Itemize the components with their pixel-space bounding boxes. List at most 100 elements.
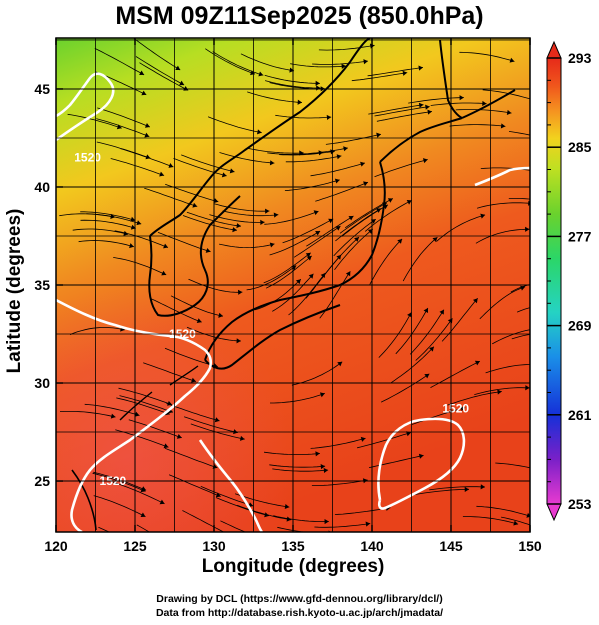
- colorbar-ticks: 253 261 269 277 285 293: [547, 50, 592, 512]
- streamline: [290, 63, 346, 68]
- streamline: [173, 158, 227, 177]
- streamline-arrow: [308, 273, 314, 279]
- streamline-arrow: [472, 298, 478, 304]
- streamline-arrow: [525, 226, 530, 232]
- streamline: [306, 215, 354, 247]
- streamline-arrow: [336, 154, 342, 160]
- streamline: [311, 479, 368, 486]
- streamline-arrow: [464, 486, 470, 492]
- y-tick-label: 45: [34, 81, 50, 97]
- x-tick-label: 145: [439, 538, 463, 554]
- streamline: [369, 238, 403, 285]
- streamline-arrow: [196, 318, 202, 324]
- streamline: [80, 211, 136, 221]
- streamline: [441, 298, 479, 342]
- streamline-arrow: [513, 520, 519, 526]
- streamline-arrow: [360, 436, 366, 442]
- streamline: [166, 403, 220, 422]
- colorbar-tick-label: 293: [568, 50, 592, 66]
- streamline: [135, 56, 185, 86]
- streamline: [263, 252, 311, 284]
- y-axis-label: Latitude (degrees): [4, 208, 25, 374]
- streamline: [110, 158, 165, 176]
- streamline-arrow: [324, 518, 329, 525]
- streamline: [270, 392, 325, 404]
- streamline: [334, 228, 374, 270]
- streamline: [150, 298, 202, 323]
- streamline-arrow: [140, 512, 146, 518]
- streamline-arrow: [407, 312, 412, 318]
- streamline: [240, 53, 295, 72]
- streamline: [368, 104, 424, 115]
- streamline-arrow: [319, 392, 325, 398]
- streamline-arrow: [406, 200, 412, 205]
- streamline: [139, 62, 189, 91]
- streamline: [415, 318, 453, 361]
- streamline-arrow: [345, 271, 351, 277]
- streamline: [183, 416, 238, 433]
- streamline: [112, 481, 165, 505]
- streamline-arrow: [260, 219, 265, 225]
- colorbar-top-arrow: [546, 40, 562, 59]
- credit-dcl: Drawing by DCL (https://www.gfd-dennou.o…: [156, 593, 443, 605]
- streamline-arrow: [129, 243, 134, 249]
- streamline-arrow: [232, 227, 237, 233]
- streamline: [59, 411, 116, 418]
- streamline-arrow: [145, 154, 151, 160]
- streamline: [69, 327, 125, 335]
- streamline-arrow: [459, 95, 464, 101]
- streamline-arrow: [267, 538, 272, 543]
- streamline-arrow: [549, 531, 554, 536]
- streamline: [495, 462, 530, 469]
- streamline: [93, 471, 147, 491]
- streamline-arrow: [320, 463, 326, 470]
- streamline-arrow: [134, 411, 140, 417]
- streamline-arrow: [236, 338, 241, 344]
- streamline-arrow: [164, 410, 170, 416]
- streamline-arrow: [360, 161, 365, 167]
- streamline-arrow: [136, 220, 142, 226]
- streamline-arrow: [159, 171, 165, 177]
- contour-label: 1520: [442, 401, 469, 415]
- streamline: [212, 51, 264, 76]
- streamline: [267, 151, 324, 155]
- streamline-arrow: [520, 285, 526, 291]
- streamline-arrow: [365, 521, 371, 527]
- streamline: [475, 228, 530, 244]
- streamline-arrow: [306, 255, 312, 261]
- streamline: [186, 326, 241, 342]
- streamline-arrow: [427, 109, 432, 115]
- streamline: [128, 419, 182, 439]
- streamline: [380, 373, 430, 403]
- streamline-arrow: [422, 158, 428, 164]
- streamline: [310, 162, 366, 177]
- streamline: [247, 147, 304, 154]
- streamline: [168, 474, 221, 497]
- streamline: [84, 403, 140, 416]
- streamline-arrow: [343, 146, 348, 152]
- y-tick-label: 25: [34, 473, 50, 489]
- streamline-arrow: [297, 99, 303, 105]
- streamline: [288, 272, 326, 316]
- colorbar-tick-label: 253: [568, 496, 592, 512]
- streamline: [315, 181, 369, 202]
- streamline: [368, 455, 424, 468]
- streamline-arrow: [286, 516, 292, 522]
- streamline-arrow: [397, 238, 403, 244]
- streamline-arrow: [439, 309, 444, 315]
- streamline-arrow: [424, 373, 430, 379]
- streamline: [205, 48, 256, 75]
- streamline-arrow: [214, 417, 220, 423]
- streamline: [263, 451, 320, 456]
- x-tick-label: 140: [360, 538, 384, 554]
- streamline: [219, 243, 275, 249]
- streamline-arrow: [313, 210, 319, 216]
- streamline: [207, 116, 262, 134]
- x-tick-label: 120: [44, 538, 68, 554]
- map-title: MSM 09Z11Sep2025 (850.0hPa): [115, 2, 484, 30]
- streamline: [182, 510, 225, 532]
- streamline: [265, 255, 312, 289]
- streamline-arrow: [526, 512, 530, 518]
- streamline: [94, 48, 145, 76]
- streamline: [98, 526, 111, 532]
